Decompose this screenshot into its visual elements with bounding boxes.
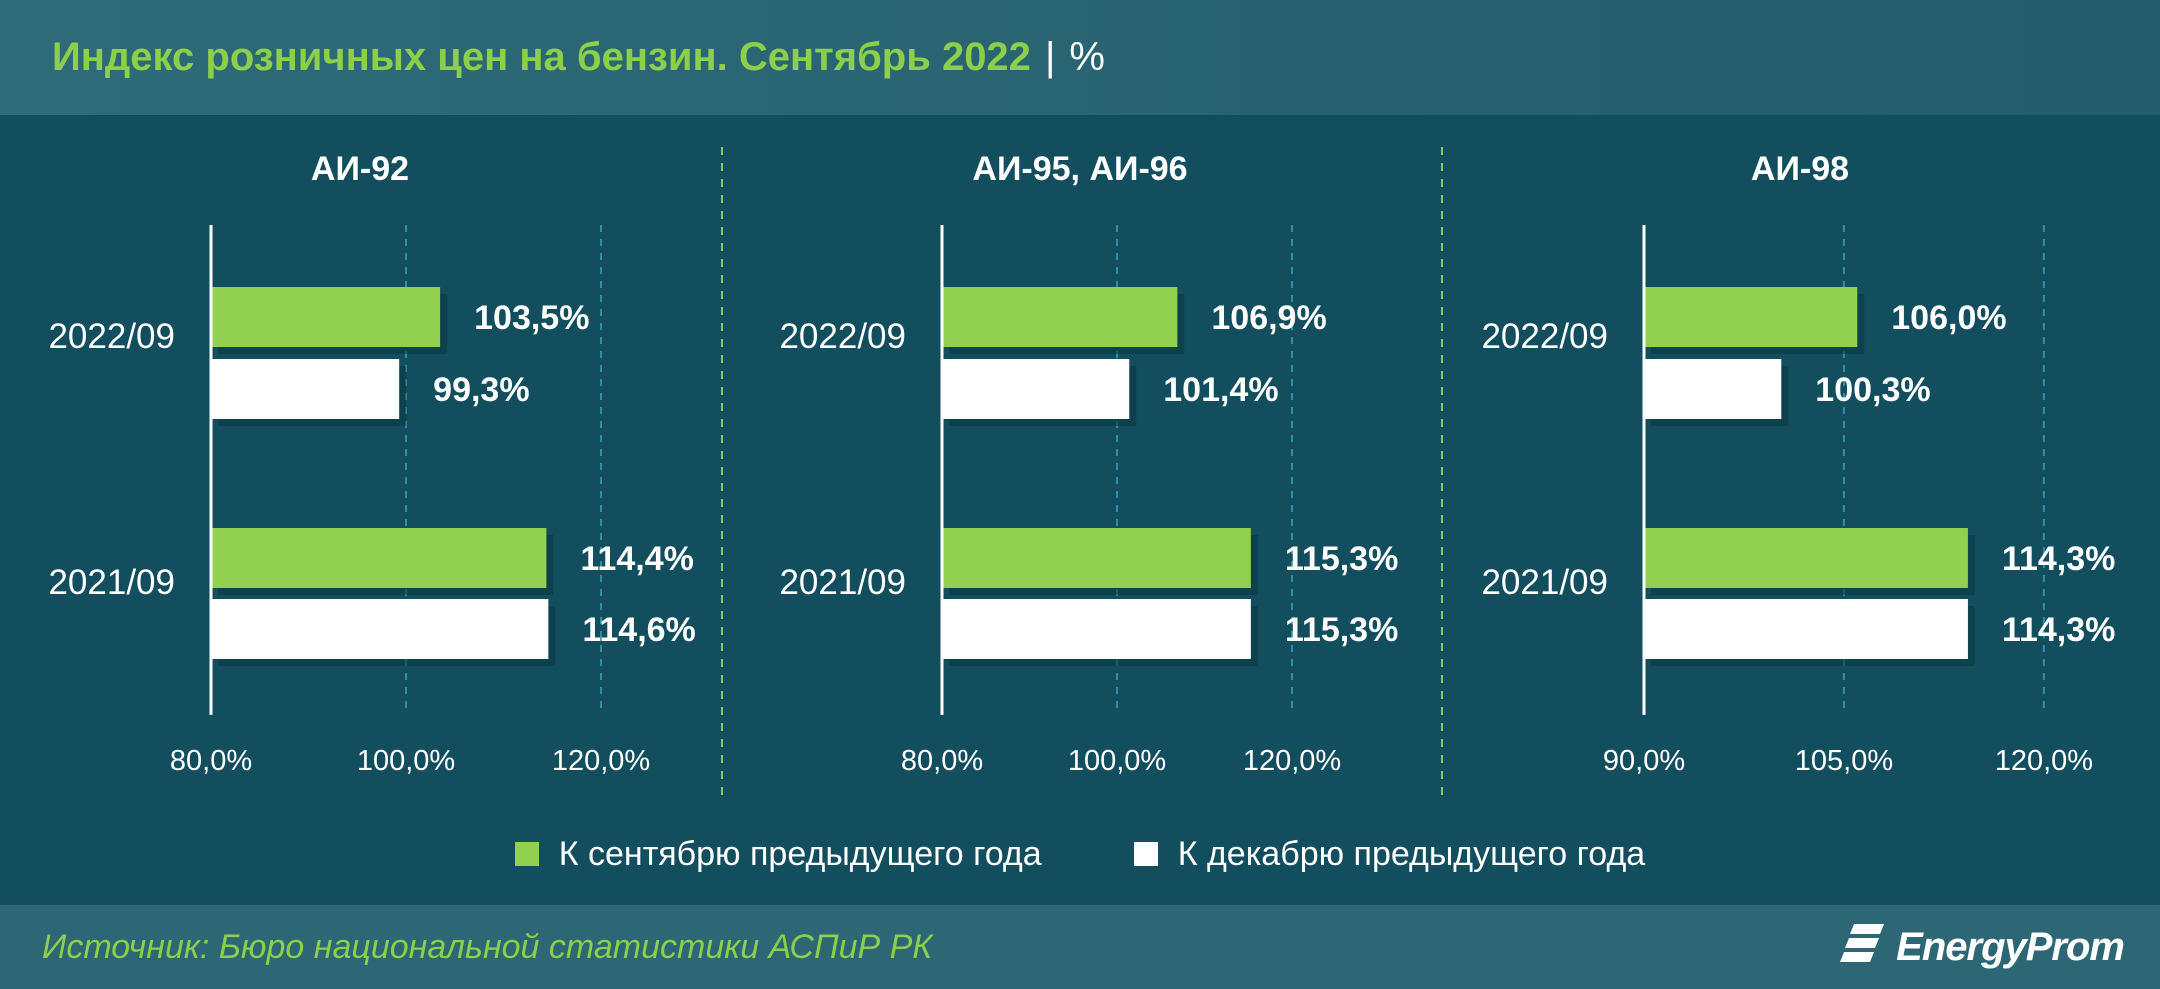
data-label-3-1-1: 114,3% bbox=[2002, 611, 2115, 649]
brand-name: EnergyProm bbox=[1896, 924, 2125, 969]
data-label-3-0-1: 100,3% bbox=[1815, 371, 1930, 409]
legend-label-september: К сентябрю предыдущего года bbox=[558, 834, 1042, 873]
chart-header: Индекс розничных цен на бензин. Сентябрь… bbox=[0, 0, 2160, 115]
bar-1-0-1 bbox=[211, 359, 400, 419]
bar-3-0-0 bbox=[1644, 287, 1858, 347]
tick-label-1-0: 80,0% bbox=[170, 745, 252, 777]
category-label-3-1: 2021/09 bbox=[1481, 563, 1608, 602]
bar-2-0-0 bbox=[942, 287, 1178, 347]
category-label-2-0: 2022/09 bbox=[779, 317, 906, 356]
legend: К сентябрю предыдущего года К декабрю пр… bbox=[0, 826, 2160, 882]
panel-title-3: АИ-98 bbox=[1751, 150, 1849, 188]
tick-label-3-1: 105,0% bbox=[1795, 745, 1893, 777]
panel-title-2: АИ-95, АИ-96 bbox=[972, 150, 1187, 188]
bar-2-0-1 bbox=[942, 359, 1130, 419]
bar-3-1-0 bbox=[1644, 528, 1968, 588]
bar-3-0-1 bbox=[1644, 359, 1782, 419]
legend-label-december: К декабрю предыдущего года bbox=[1177, 834, 1646, 873]
bar-2-1-1 bbox=[942, 599, 1251, 659]
data-label-2-0-0: 106,9% bbox=[1211, 299, 1326, 337]
tick-label-3-2: 120,0% bbox=[1995, 745, 2093, 777]
energyprom-logo-icon bbox=[1840, 924, 1885, 962]
data-label-1-1-1: 114,6% bbox=[582, 611, 695, 649]
tick-label-2-1: 100,0% bbox=[1068, 745, 1166, 777]
bar-2-1-0 bbox=[942, 528, 1251, 588]
legend-swatch-white bbox=[1133, 842, 1158, 866]
data-label-2-1-1: 115,3% bbox=[1285, 611, 1398, 649]
legend-swatch-green bbox=[514, 842, 539, 866]
source-text: Источник: Бюро национальной статистики А… bbox=[42, 927, 933, 966]
bar-3-1-1 bbox=[1644, 599, 1968, 659]
brand: EnergyProm bbox=[1840, 919, 2125, 975]
data-label-3-0-0: 106,0% bbox=[1891, 299, 2006, 337]
title-separator: | bbox=[1044, 35, 1056, 79]
tick-label-1-1: 100,0% bbox=[357, 745, 455, 777]
bar-1-0-0 bbox=[211, 287, 441, 347]
data-label-3-1-0: 114,3% bbox=[2002, 540, 2115, 578]
tick-label-2-2: 120,0% bbox=[1243, 745, 1341, 777]
chart-title-line: Индекс розничных цен на бензин. Сентябрь… bbox=[52, 35, 1105, 80]
charts-area: АИ-92 80,0% 100,0% 120,0% 2022/09 103,5% 99,3%… bbox=[48, 147, 2115, 800]
category-label-3-0: 2022/09 bbox=[1481, 317, 1608, 356]
legend-item-september: К сентябрю предыдущего года bbox=[514, 834, 1042, 874]
data-label-1-0-1: 99,3% bbox=[433, 371, 529, 409]
category-label-1-0: 2022/09 bbox=[48, 317, 175, 356]
chart-title: Индекс розничных цен на бензин. Сентябрь… bbox=[52, 35, 1031, 79]
tick-label-3-0: 90,0% bbox=[1603, 745, 1685, 777]
tick-label-2-0: 80,0% bbox=[901, 745, 983, 777]
data-label-1-1-0: 114,4% bbox=[580, 540, 693, 578]
legend-item-december: К декабрю предыдущего года bbox=[1133, 834, 1646, 874]
data-label-1-0-0: 103,5% bbox=[474, 299, 589, 337]
bar-1-1-0 bbox=[211, 528, 547, 588]
category-label-2-1: 2021/09 bbox=[779, 563, 906, 602]
tick-label-1-2: 120,0% bbox=[552, 745, 650, 777]
data-label-2-1-0: 115,3% bbox=[1285, 540, 1398, 578]
category-label-1-1: 2021/09 bbox=[48, 563, 175, 602]
title-unit: % bbox=[1069, 35, 1105, 79]
footer: Источник: Бюро национальной статистики А… bbox=[0, 905, 2160, 989]
panel-title-1: АИ-92 bbox=[311, 150, 409, 188]
bar-1-1-1 bbox=[211, 599, 549, 659]
data-label-2-0-1: 101,4% bbox=[1163, 371, 1278, 409]
